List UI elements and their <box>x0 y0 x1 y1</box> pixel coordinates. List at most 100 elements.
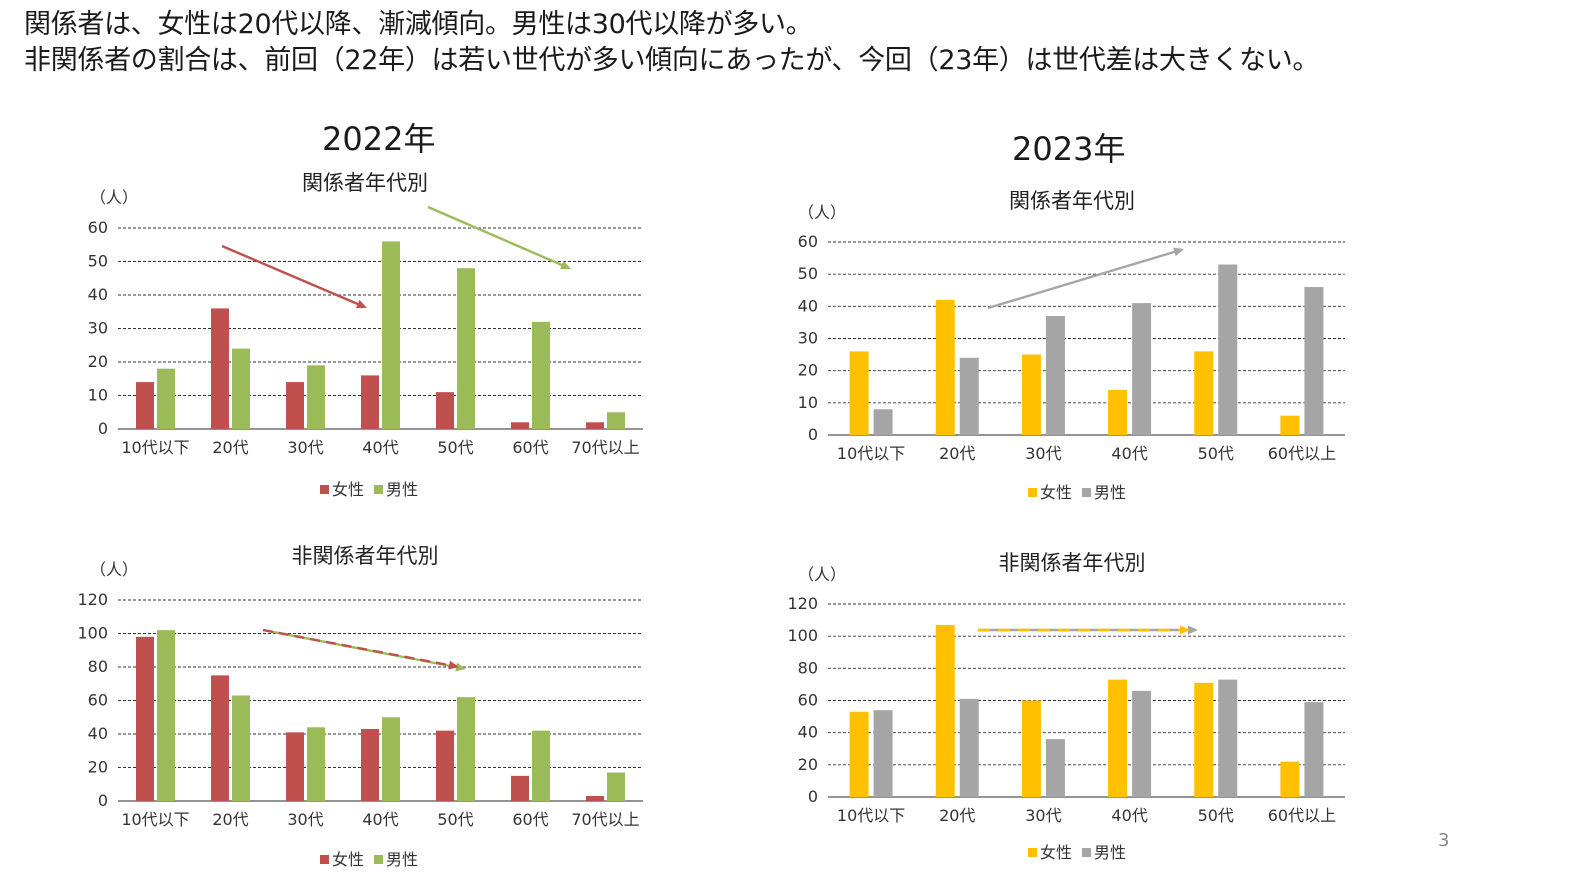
x-tick-label: 60代以上 <box>1268 806 1336 825</box>
x-tick-label: 60代以上 <box>1268 444 1336 463</box>
trend-arrow-male-head <box>560 260 571 270</box>
bar-female <box>1108 389 1128 435</box>
y-tick-label: 20 <box>798 361 818 380</box>
headline-line-2: 非関係者の割合は、前回（22年）は若い世代が多い傾向にあったが、今回（23年）は… <box>24 45 1320 76</box>
bar-female <box>436 392 454 429</box>
headline-line-1: 関係者は、女性は20代以降、漸減傾向。男性は30代以降が多い。 <box>24 9 813 40</box>
x-tick-label: 20代 <box>939 806 975 825</box>
y-tick-label: 100 <box>77 624 108 643</box>
trend-arrow-male-head <box>1187 625 1198 635</box>
bar-male <box>232 348 250 429</box>
chart-svg: 関係者年代別 （人） 0 10 20 30 40 50 60 10代以下 20代 30代 40代 50代 6… <box>88 171 643 499</box>
y-tick-label: 0 <box>808 425 818 444</box>
chart-title: 非関係者年代別 <box>999 551 1146 575</box>
y-tick-label: 0 <box>98 419 108 438</box>
bar-female <box>1021 700 1041 797</box>
bar-male <box>157 368 175 429</box>
bar-male <box>1304 702 1324 797</box>
y-tick-label: 80 <box>88 657 108 676</box>
bar-male <box>532 321 550 429</box>
x-tick-label: 10代以下 <box>121 810 189 829</box>
bar-female <box>286 732 304 801</box>
bar-male <box>873 710 893 797</box>
bar-male <box>1304 287 1324 435</box>
bar-female <box>849 711 869 797</box>
trend-arrow-male <box>987 249 1179 310</box>
chart-title: 非関係者年代別 <box>292 544 439 568</box>
bar-male <box>1218 679 1238 797</box>
trend-arrow-female-head <box>356 299 367 309</box>
year-2022-heading: 2022年 <box>322 120 436 158</box>
x-tick-label: 30代 <box>287 810 323 829</box>
y-axis-unit-label: （人） <box>90 188 138 207</box>
bar-male <box>1132 303 1152 435</box>
x-tick-label: 20代 <box>212 810 248 829</box>
bar-female <box>1194 682 1214 797</box>
trend-arrow-male-head <box>1173 247 1184 257</box>
x-tick-label: 10代以下 <box>837 806 905 825</box>
y-tick-label: 60 <box>798 691 818 710</box>
x-tick-label: 70代以上 <box>571 438 639 457</box>
bar-female <box>211 675 229 801</box>
bar-female <box>136 382 154 429</box>
x-tick-label: 70代以上 <box>571 810 639 829</box>
bar-male <box>307 365 325 429</box>
trend-arrow-female-head <box>448 660 459 670</box>
x-tick-label: 40代 <box>362 810 398 829</box>
x-tick-label: 20代 <box>212 438 248 457</box>
y-tick-label: 120 <box>77 590 108 609</box>
legend-swatch <box>1028 488 1037 497</box>
x-tick-label: 30代 <box>1025 444 1061 463</box>
bar-female <box>361 375 379 429</box>
y-axis-unit-label: （人） <box>798 565 846 584</box>
bar-female <box>935 624 955 797</box>
x-tick-label: 40代 <box>362 438 398 457</box>
chart-svg: 関係者年代別 （人） 0 10 20 30 40 50 60 10代以下 20代 30代 40代 50代 6… <box>798 189 1345 502</box>
bar-female <box>1280 761 1300 797</box>
trend-arrow-female <box>221 244 362 307</box>
y-tick-label: 10 <box>798 393 818 412</box>
legend-swatch <box>374 485 383 494</box>
bar-female <box>361 728 379 801</box>
legend-label: 女性 <box>332 480 364 499</box>
bar-male <box>607 772 625 801</box>
bar-male <box>959 698 979 797</box>
y-tick-label: 20 <box>88 352 108 371</box>
bar-female <box>1108 679 1128 797</box>
bar-female <box>586 422 604 429</box>
chart-related-2023: 関係者年代別 （人） 0 10 20 30 40 50 60 10代以下 20代 30代 40代 50代 6… <box>790 180 1360 515</box>
y-tick-label: 80 <box>798 658 818 677</box>
bar-male <box>1218 264 1238 435</box>
bar-female <box>849 351 869 435</box>
chart-svg: 非関係者年代別 （人） 0 20 40 60 80 100 120 10代以下 20代 30代 40代 5… <box>787 551 1345 862</box>
chart-unrelated-2022: 非関係者年代別 （人） 0 20 40 60 80 100 120 10代以下 20代 30代 40代 5… <box>70 535 660 880</box>
x-tick-label: 50代 <box>437 438 473 457</box>
x-tick-label: 60代 <box>512 810 548 829</box>
legend-swatch <box>320 485 329 494</box>
bar-male <box>607 412 625 429</box>
y-tick-label: 40 <box>88 285 108 304</box>
bar-female <box>211 308 229 429</box>
x-tick-label: 30代 <box>1025 806 1061 825</box>
x-tick-label: 40代 <box>1111 806 1147 825</box>
bar-male <box>157 630 175 801</box>
chart-title: 関係者年代別 <box>302 171 428 195</box>
trend-arrow-female-head <box>1179 625 1190 635</box>
bar-male <box>382 241 400 429</box>
bar-female <box>511 775 529 801</box>
y-tick-label: 50 <box>88 252 108 271</box>
y-tick-label: 40 <box>88 724 108 743</box>
bar-male <box>382 717 400 801</box>
y-tick-label: 40 <box>798 723 818 742</box>
bar-male <box>1132 690 1152 797</box>
bar-male <box>959 357 979 435</box>
legend-swatch <box>320 855 329 864</box>
legend-label: 男性 <box>386 850 418 869</box>
x-tick-label: 40代 <box>1111 444 1147 463</box>
x-tick-label: 60代 <box>512 438 548 457</box>
y-tick-label: 0 <box>808 787 818 806</box>
legend-swatch <box>1028 848 1037 857</box>
bar-male <box>532 730 550 801</box>
legend-label: 女性 <box>1040 483 1072 502</box>
y-tick-label: 60 <box>798 232 818 251</box>
